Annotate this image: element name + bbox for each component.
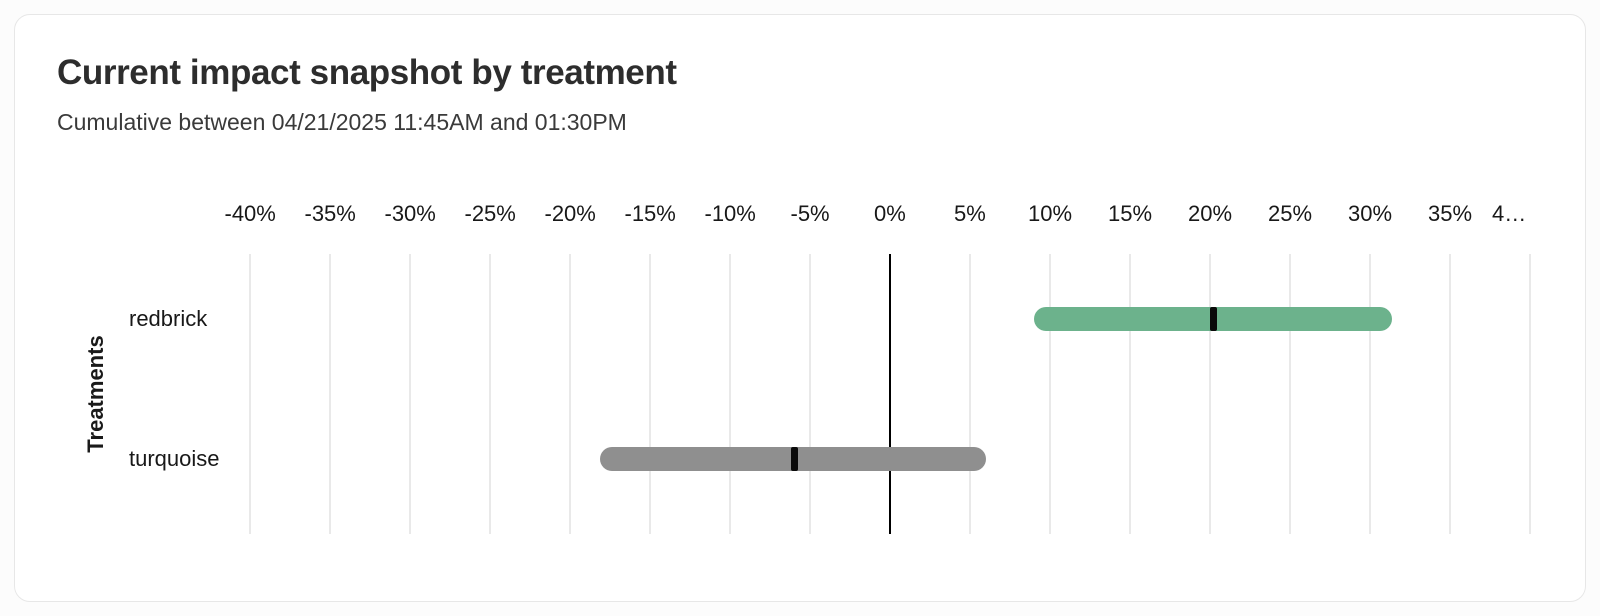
x-tick-label: -15% — [624, 201, 676, 226]
x-tick-label: -25% — [464, 201, 516, 226]
x-tick-label: -35% — [304, 201, 356, 226]
x-tick-label: 5% — [954, 201, 986, 226]
x-tick-label: 35% — [1428, 201, 1473, 226]
x-tick-label: -5% — [790, 201, 830, 226]
gridline — [409, 254, 411, 534]
zero-axis-line — [889, 254, 891, 534]
chart-card: Current impact snapshot by treatment Cum… — [14, 14, 1586, 602]
x-tick-label: -10% — [704, 201, 756, 226]
gridline — [649, 254, 651, 534]
gridline — [969, 254, 971, 534]
x-tick-label: 0% — [874, 201, 906, 226]
gridline — [1289, 254, 1291, 534]
x-tick-label: 30% — [1348, 201, 1393, 226]
chart-title: Current impact snapshot by treatment — [57, 53, 677, 92]
x-tick-label: 20% — [1188, 201, 1233, 226]
chart-subtitle: Cumulative between 04/21/2025 11:45AM an… — [57, 109, 627, 135]
treatment-label: redbrick — [129, 306, 208, 331]
x-tick-label: 15% — [1108, 201, 1153, 226]
gridline — [729, 254, 731, 534]
x-tick-label: -30% — [384, 201, 436, 226]
gridline — [249, 254, 251, 534]
point-estimate-marker — [790, 447, 798, 471]
gridline — [1369, 254, 1371, 534]
gridline — [329, 254, 331, 534]
gridline — [1209, 254, 1211, 534]
gridline — [1129, 254, 1131, 534]
treatment-label: turquoise — [129, 446, 220, 471]
gridline — [1049, 254, 1051, 534]
chart-plot-area: -40% -35% -30% -25% -20% -15% -10% -5% 0% 5% 10% 15… — [15, 15, 1585, 601]
gridline — [1529, 254, 1531, 534]
gridline — [1449, 254, 1451, 534]
x-tick-label: 4… — [1492, 201, 1527, 226]
gridline — [809, 254, 811, 534]
x-tick-label: -40% — [224, 201, 276, 226]
x-tick-label: 25% — [1268, 201, 1313, 226]
point-estimate-marker — [1209, 307, 1217, 331]
x-tick-label: -20% — [544, 201, 596, 226]
gridline — [569, 254, 571, 534]
gridline — [489, 254, 491, 534]
x-tick-label: 10% — [1028, 201, 1073, 226]
